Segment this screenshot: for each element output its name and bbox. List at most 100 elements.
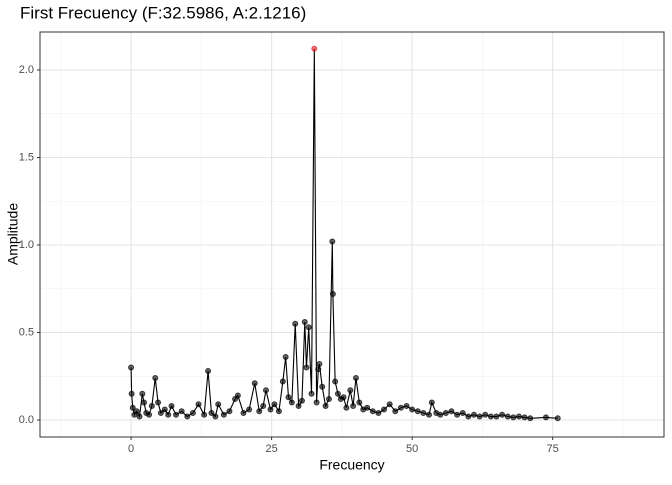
data-point — [161, 406, 168, 413]
data-point — [459, 410, 466, 417]
data-point — [392, 408, 399, 415]
data-point — [139, 390, 146, 397]
data-point — [487, 413, 494, 420]
data-point — [155, 399, 162, 406]
data-point — [282, 354, 289, 361]
data-point — [448, 408, 455, 415]
y-tick-label: 1.0 — [19, 239, 34, 251]
data-point — [343, 404, 350, 411]
data-point — [215, 401, 222, 408]
data-point — [420, 410, 427, 417]
data-point — [129, 404, 136, 411]
data-point — [262, 387, 269, 394]
data-point — [295, 403, 302, 410]
data-point — [271, 401, 278, 408]
data-point — [168, 403, 175, 410]
data-point — [554, 415, 561, 422]
data-point — [128, 364, 135, 371]
data-point — [426, 411, 433, 418]
data-point — [397, 404, 404, 411]
data-point — [141, 399, 147, 406]
data-point — [288, 399, 295, 406]
x-tick-label: 75 — [547, 443, 559, 455]
data-point — [256, 408, 263, 415]
data-point — [201, 411, 208, 418]
data-point — [510, 414, 517, 421]
data-point — [285, 394, 292, 401]
data-point — [220, 411, 227, 418]
data-point — [152, 375, 159, 382]
data-point — [279, 378, 286, 385]
data-point — [369, 408, 376, 415]
panel-border — [39, 31, 665, 438]
data-point — [240, 410, 247, 417]
data-point — [347, 387, 354, 394]
data-point — [275, 408, 282, 415]
data-point — [515, 413, 522, 420]
data-point — [301, 319, 308, 326]
data-point — [334, 390, 341, 397]
data-point — [356, 399, 363, 406]
y-tick-label: 2.0 — [19, 64, 34, 76]
x-tick-label: 0 — [128, 443, 134, 455]
data-point — [303, 364, 310, 371]
data-point — [454, 411, 461, 418]
data-point — [329, 291, 336, 298]
data-point — [499, 411, 506, 418]
data-point — [165, 411, 172, 418]
data-point — [178, 408, 185, 415]
data-point — [133, 408, 140, 415]
data-point — [205, 368, 212, 375]
data-point — [246, 406, 253, 413]
data-point — [527, 415, 534, 422]
data-point — [208, 410, 215, 417]
data-point — [325, 396, 332, 403]
y-tick-label: 0.0 — [19, 414, 34, 426]
data-point — [308, 390, 315, 397]
x-tick-label: 25 — [265, 443, 277, 455]
data-point — [386, 401, 393, 408]
series-line — [130, 48, 558, 419]
data-point — [482, 411, 489, 418]
data-point — [292, 320, 299, 327]
y-tick-label: 1.5 — [19, 151, 34, 163]
y-tick-label: 0.5 — [19, 326, 34, 338]
data-point — [332, 378, 339, 385]
data-point — [234, 392, 241, 399]
data-point — [195, 401, 202, 408]
data-point — [184, 413, 191, 420]
data-point — [148, 403, 155, 410]
data-point — [298, 397, 305, 404]
data-point — [340, 394, 347, 401]
highlight-point — [311, 45, 318, 52]
chart-title: First Frecuency (F:32.5986, A:2.1216) — [20, 3, 306, 22]
data-point — [542, 414, 549, 421]
y-axis-title: Amplitude — [5, 203, 21, 265]
data-point — [493, 413, 500, 420]
data-point — [403, 403, 410, 410]
data-point — [313, 399, 320, 406]
data-point — [350, 403, 357, 410]
data-point — [375, 410, 382, 417]
data-point — [189, 410, 196, 417]
data-point — [414, 408, 421, 415]
data-point — [212, 413, 219, 420]
data-point — [316, 361, 323, 368]
data-point — [428, 399, 435, 406]
data-point — [173, 411, 180, 418]
data-point — [319, 383, 326, 390]
data-point — [409, 406, 416, 413]
data-point — [251, 380, 258, 387]
data-point — [226, 408, 233, 415]
data-point — [267, 406, 274, 413]
data-point — [521, 414, 528, 421]
data-point — [305, 324, 312, 331]
data-point — [381, 406, 388, 413]
data-point — [315, 366, 322, 373]
data-point — [352, 375, 359, 382]
x-tick-label: 50 — [406, 443, 418, 455]
data-point — [157, 410, 164, 417]
data-point — [465, 413, 472, 420]
x-axis-title: Frecuency — [319, 457, 384, 473]
